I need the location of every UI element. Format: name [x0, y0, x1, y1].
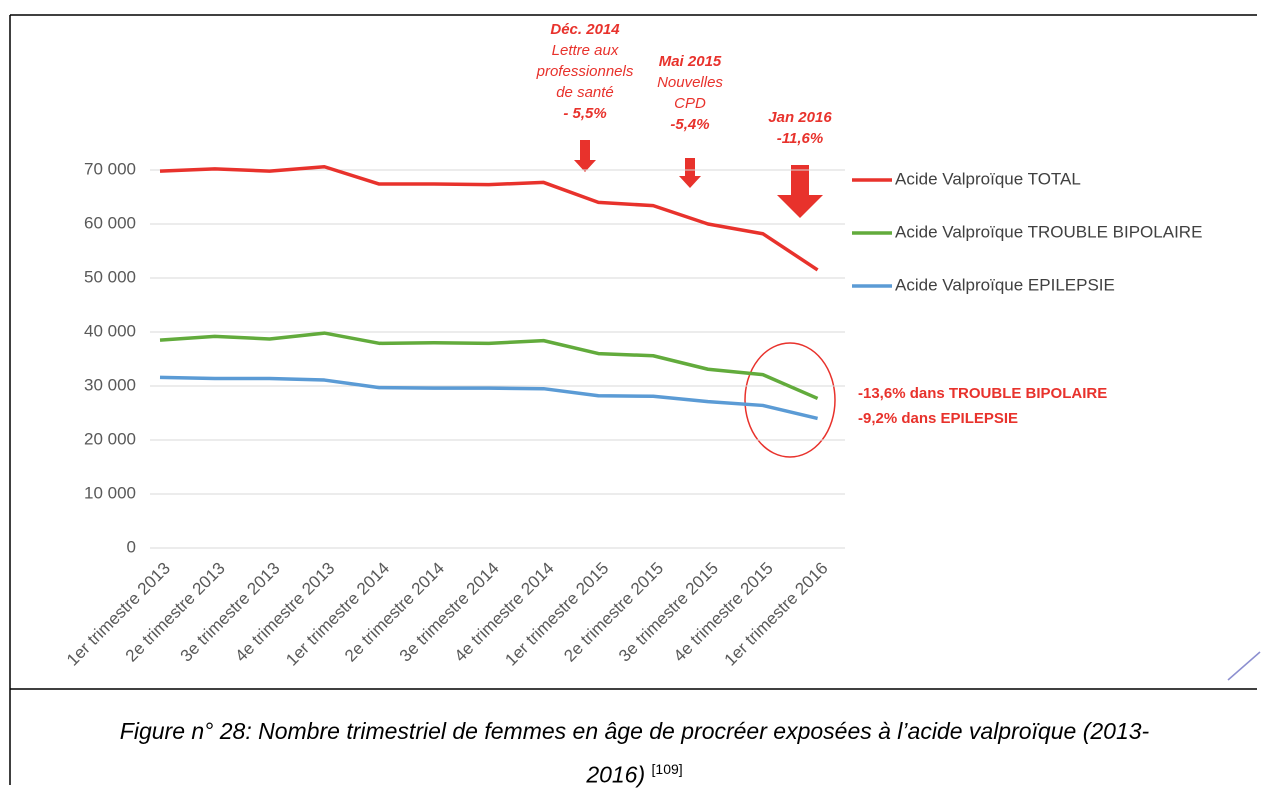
y-tick-label: 10 000 [84, 483, 136, 502]
annotation: CPD [674, 95, 706, 112]
series-line [159, 165, 819, 272]
y-tick-label: 0 [127, 537, 136, 556]
annotation: professionnels [536, 63, 634, 80]
annotation: de santé [556, 84, 614, 101]
x-tick-label: 1er trimestre 2016 [721, 559, 832, 670]
x-tick-label: 2e trimestre 2013 [122, 559, 229, 666]
annotation: -5,4% [670, 116, 709, 133]
series-line [159, 375, 819, 421]
annotation: - 5,5% [563, 105, 606, 122]
note: -13,6% dans TROUBLE BIPOLAIRE [858, 385, 1107, 402]
y-tick-label: 70 000 [84, 159, 136, 178]
note: -9,2% dans EPILEPSIE [858, 410, 1018, 427]
caption-line: 2016) [586, 761, 646, 788]
reference: [109] [651, 761, 683, 777]
x-tick-label: 4e trimestre 2014 [451, 559, 558, 666]
x-tick-label: 1er trimestre 2014 [282, 559, 393, 670]
arrow [574, 140, 596, 172]
y-tick-label: 30 000 [84, 375, 136, 394]
annotation: Déc. 2014 [550, 21, 620, 38]
y-tick-label: 60 000 [84, 213, 136, 232]
y-tick-label: 20 000 [84, 429, 136, 448]
x-tick-label: 3e trimestre 2013 [177, 559, 284, 666]
y-tick-label: 40 000 [84, 321, 136, 340]
series-line [159, 331, 819, 401]
annotation: Nouvelles [657, 74, 723, 91]
legend-label: Acide Valproïque EPILEPSIE [895, 275, 1115, 294]
decoration [1227, 651, 1261, 681]
annotation: -11,6% [777, 130, 823, 147]
x-tick-label: 3e trimestre 2014 [396, 559, 503, 666]
x-tick-label: 3e trimestre 2015 [615, 559, 722, 666]
legend-label: Acide Valproïque TOTAL [895, 169, 1081, 188]
caption-line: Figure n° 28: Nombre trimestriel de femm… [119, 718, 1150, 744]
x-tick-label: 2e trimestre 2015 [560, 559, 667, 666]
annotation: Lettre aux [552, 42, 619, 59]
caption: Figure n° 28: Nombre trimestriel de femm… [12, 712, 1257, 794]
x-tick-label: 2e trimestre 2014 [341, 559, 448, 666]
caption-line: 2016) [109] [12, 750, 1257, 794]
annotation: Jan 2016 [768, 109, 832, 126]
highlight-ellipse [744, 342, 836, 458]
x-tick-label: 1er trimestre 2013 [63, 559, 174, 670]
y-tick-label: 50 000 [84, 267, 136, 286]
arrow [679, 158, 701, 188]
x-tick-label: 4e trimestre 2015 [670, 559, 777, 666]
legend-label: Acide Valproïque TROUBLE BIPOLAIRE [895, 222, 1202, 241]
x-tick-label: 1er trimestre 2015 [501, 559, 612, 670]
annotation: Mai 2015 [659, 53, 722, 70]
arrow [777, 165, 823, 218]
x-tick-label: 4e trimestre 2013 [231, 559, 338, 666]
